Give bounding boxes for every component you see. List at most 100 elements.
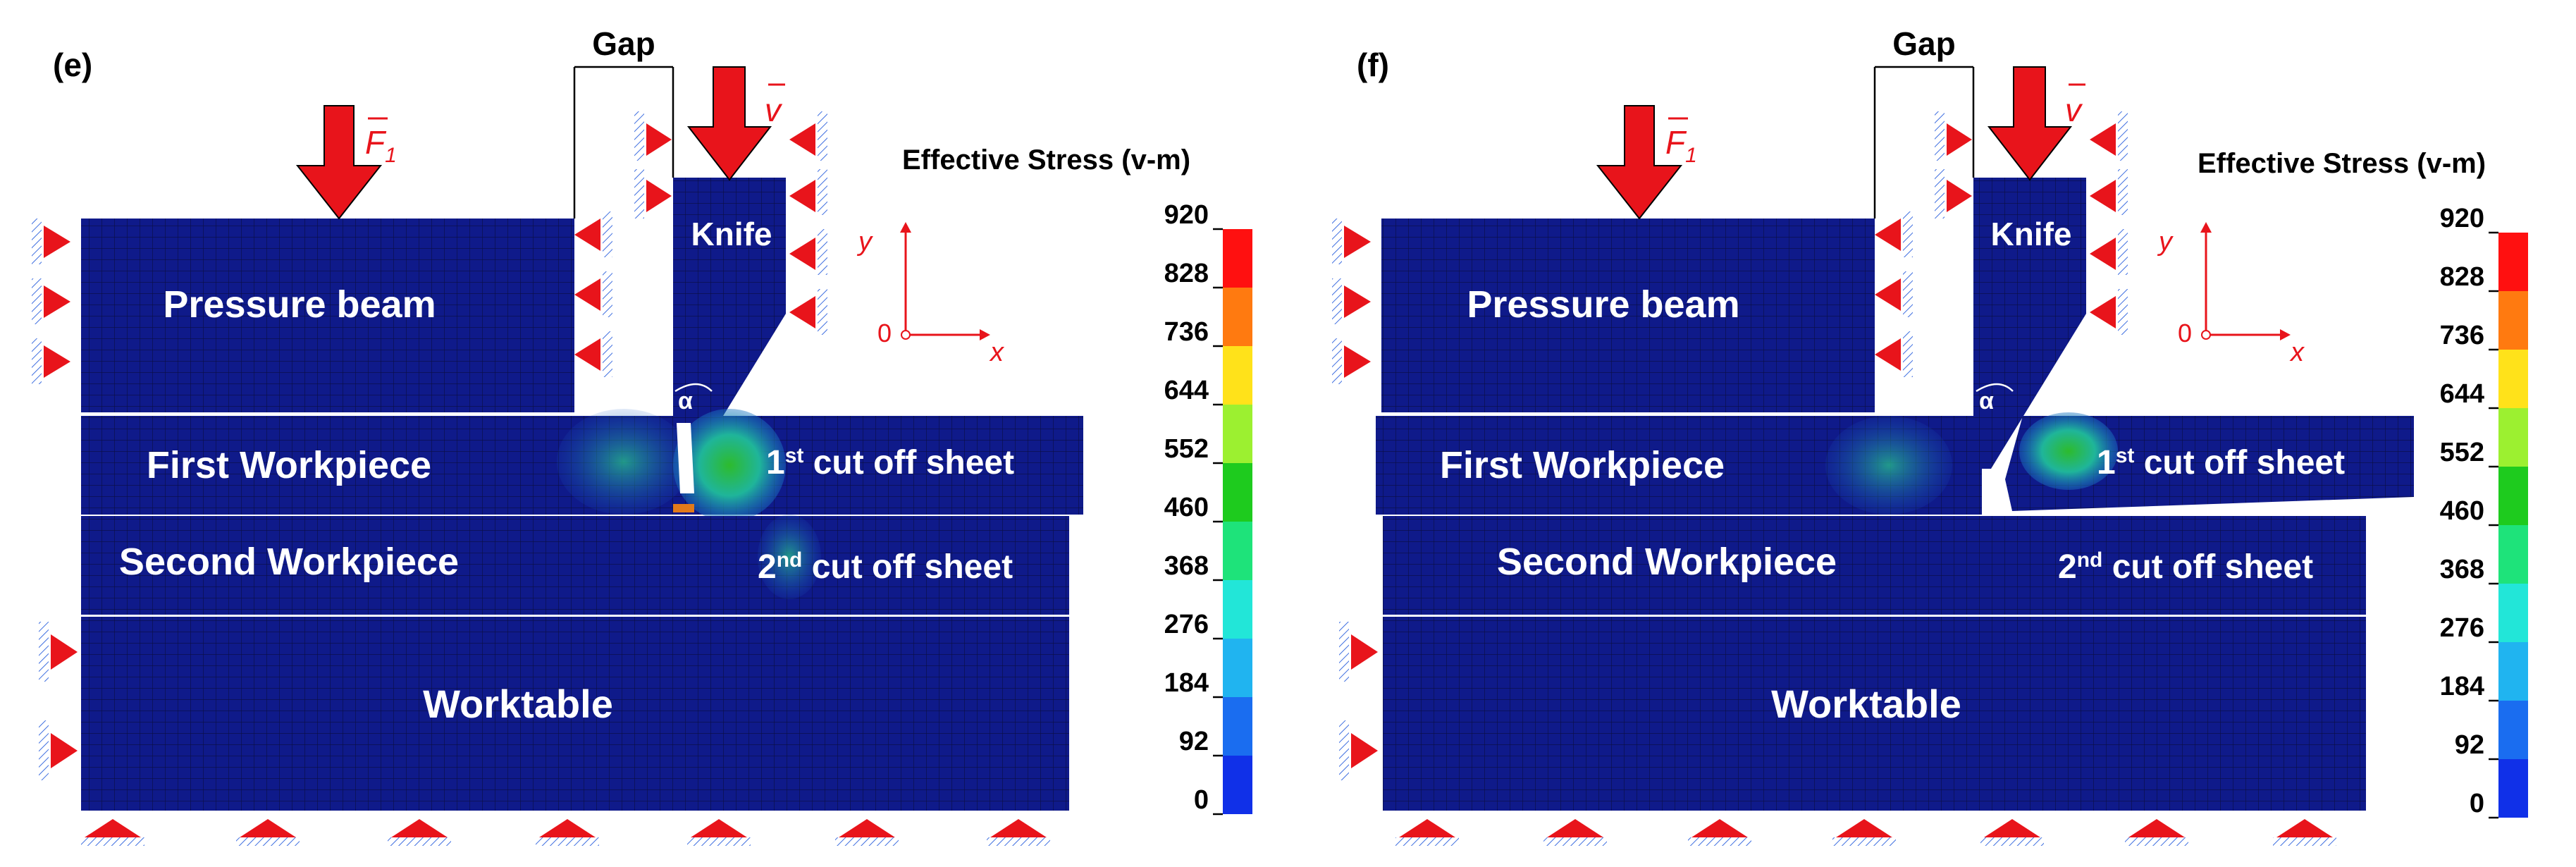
knife-right-supports bbox=[789, 111, 827, 335]
legend-color-segment bbox=[1223, 639, 1252, 697]
knife bbox=[673, 178, 786, 469]
stress-legend-e: Effective Stress (v-m) 92082873664455246… bbox=[902, 144, 1252, 816]
worktable-label: Worktable bbox=[1771, 682, 1961, 726]
axis-x-label: x bbox=[2289, 338, 2305, 367]
legend-color-segment bbox=[1223, 288, 1252, 346]
velocity-arrow bbox=[1987, 66, 2073, 181]
angle-label: α bbox=[1979, 388, 1994, 414]
worktable bbox=[1383, 617, 2366, 811]
legend-color-segment bbox=[1223, 697, 1252, 756]
cut-slit bbox=[677, 423, 694, 493]
legend-color-segment bbox=[2498, 759, 2528, 818]
legend-tick-label: 184 bbox=[1164, 668, 1209, 698]
force-label: F1 bbox=[1665, 124, 1697, 167]
axis-y-label: y bbox=[856, 227, 873, 257]
legend-color-segment bbox=[2498, 584, 2528, 642]
legend-color-segment bbox=[1223, 522, 1252, 580]
force-label: F1 bbox=[365, 124, 397, 167]
axis-origin-label: 0 bbox=[877, 319, 892, 348]
legend-tick-label: 0 bbox=[2470, 789, 2484, 818]
legend-color-segment bbox=[1223, 463, 1252, 522]
second-workpiece-label: Second Workpiece bbox=[1497, 541, 1837, 583]
panel-f: (f) Pressure beam Knife First Workpiece … bbox=[1332, 25, 2414, 846]
peak-stress-spot bbox=[673, 504, 694, 512]
worktable bbox=[81, 617, 1069, 811]
legend-color-segment bbox=[2498, 350, 2528, 408]
legend-color-segment bbox=[2498, 467, 2528, 525]
velocity-label: v bbox=[765, 92, 783, 128]
velocity-arrow bbox=[686, 66, 772, 181]
legend-title: Effective Stress (v-m) bbox=[902, 144, 1190, 176]
legend-tick-label: 644 bbox=[2440, 379, 2484, 409]
legend-tick-label: 460 bbox=[1164, 493, 1209, 522]
left-supports bbox=[1332, 219, 1378, 780]
second-workpiece-label: Second Workpiece bbox=[119, 541, 459, 583]
first-cut-label: 1st cut off sheet bbox=[2097, 444, 2345, 481]
legend-tick-label: 368 bbox=[1164, 551, 1209, 581]
panel-e: (e) Pressure beam Knife First Workpiece … bbox=[32, 25, 1083, 846]
knife-label: Knife bbox=[1991, 216, 2072, 252]
knife bbox=[1973, 178, 2086, 469]
legend-tick-label: 0 bbox=[1194, 785, 1209, 815]
y-axis-arrowhead bbox=[900, 222, 911, 233]
legend-tick-label: 92 bbox=[1179, 727, 1209, 756]
y-axis-arrowhead bbox=[2200, 222, 2212, 233]
legend-color-segment bbox=[2498, 291, 2528, 350]
legend-tick-label: 736 bbox=[2440, 321, 2484, 350]
stress-zone-second bbox=[758, 515, 821, 599]
knife-label: Knife bbox=[691, 216, 772, 252]
first-workpiece-label: First Workpiece bbox=[1440, 444, 1725, 486]
legend-tick-label: 184 bbox=[2440, 672, 2484, 701]
panel-label: (f) bbox=[1357, 47, 1389, 83]
legend-tick-label: 736 bbox=[1164, 317, 1209, 347]
legend-tick-label: 552 bbox=[1164, 434, 1209, 464]
second-cut-label: 2nd cut off sheet bbox=[758, 548, 1013, 586]
force-arrow bbox=[1596, 105, 1683, 220]
worktable-label: Worktable bbox=[423, 682, 613, 726]
legend-tick-label: 276 bbox=[1164, 610, 1209, 639]
gap-label: Gap bbox=[592, 25, 655, 62]
legend-tick-label: 920 bbox=[1164, 200, 1209, 230]
legend-tick-label: 828 bbox=[1164, 259, 1209, 288]
first-cut-label: 1st cut off sheet bbox=[766, 444, 1014, 481]
gap-supports bbox=[1875, 111, 1972, 377]
stress-zone-left bbox=[1825, 416, 1952, 515]
pressure-beam-label: Pressure beam bbox=[163, 283, 436, 326]
stress-zone-right bbox=[2019, 412, 2118, 490]
velocity-label: v bbox=[2065, 92, 2083, 128]
pressure-beam-label: Pressure beam bbox=[1467, 283, 1739, 326]
axis-x-label: x bbox=[989, 338, 1005, 367]
legend-color-segment bbox=[1223, 756, 1252, 814]
pressure-beam bbox=[1381, 219, 1875, 412]
pressure-beam bbox=[81, 219, 574, 412]
legend-tick-label: 92 bbox=[2455, 730, 2484, 760]
second-workpiece bbox=[1383, 516, 2366, 615]
left-supports bbox=[32, 219, 78, 780]
stress-legend-f: Effective Stress (v-m) 92082873664455246… bbox=[2198, 148, 2528, 819]
legend-title: Effective Stress (v-m) bbox=[2198, 148, 2486, 179]
x-axis-arrowhead bbox=[2280, 329, 2291, 340]
angle-arc bbox=[674, 383, 713, 393]
axis-y-label: y bbox=[2157, 227, 2174, 257]
legend-color-segment bbox=[2498, 642, 2528, 701]
gap-supports bbox=[574, 111, 672, 377]
legend-color-segment bbox=[2498, 233, 2528, 291]
legend-color-segment bbox=[1223, 405, 1252, 463]
axis-origin-dot bbox=[2201, 330, 2211, 340]
legend-tick-label: 828 bbox=[2440, 262, 2484, 292]
legend-color-segment bbox=[1223, 346, 1252, 405]
legend-tick-label: 368 bbox=[2440, 555, 2484, 584]
axis-origin-dot bbox=[901, 330, 911, 340]
legend-tick-label: 920 bbox=[2440, 204, 2484, 233]
legend-color-segment bbox=[1223, 580, 1252, 639]
legend-color-segment bbox=[1223, 229, 1252, 288]
legend-color-segment bbox=[2498, 408, 2528, 467]
legend-tick-label: 460 bbox=[2440, 496, 2484, 526]
first-workpiece-label: First Workpiece bbox=[147, 444, 431, 486]
bottom-supports bbox=[1395, 819, 2336, 846]
stress-zone-left bbox=[557, 409, 691, 515]
legend-tick-label: 552 bbox=[2440, 438, 2484, 467]
axis-origin-label: 0 bbox=[2178, 319, 2192, 348]
x-axis-arrowhead bbox=[980, 329, 990, 340]
